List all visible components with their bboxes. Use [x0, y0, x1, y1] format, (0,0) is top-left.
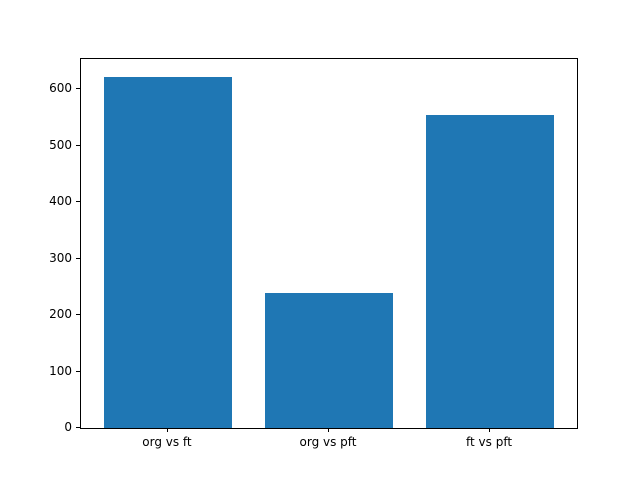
- y-tick-label: 400: [49, 194, 72, 209]
- y-tick-label: 600: [49, 81, 72, 96]
- y-tick-label: 200: [49, 307, 72, 322]
- y-tick-mark: [76, 201, 80, 203]
- y-tick-label: 0: [64, 420, 72, 434]
- x-tick-mark: [489, 428, 491, 432]
- bar-ft-vs-pft: [425, 115, 555, 428]
- x-tick-mark: [328, 428, 329, 432]
- x-tick-label-org-vs-ft: org vs ft: [142, 435, 192, 449]
- y-tick-mark: [76, 144, 80, 146]
- y-tick-mark: [76, 88, 80, 90]
- x-tick-mark: [166, 428, 168, 432]
- y-tick-label: 500: [49, 137, 72, 152]
- y-tick-mark: [76, 257, 80, 259]
- y-tick-mark: [76, 314, 80, 316]
- x-tick-label-ft-vs-pft: ft vs pft: [466, 435, 513, 449]
- x-tick-label-org-vs-pft: org vs pft: [299, 435, 357, 449]
- plot-area: [80, 58, 578, 429]
- bar-org-vs-pft: [264, 292, 394, 428]
- y-tick-label: 300: [49, 250, 72, 265]
- y-tick-label: 100: [49, 363, 72, 378]
- y-tick-mark: [76, 370, 80, 372]
- bar-org-vs-ft: [103, 77, 233, 428]
- y-tick-mark: [76, 427, 80, 428]
